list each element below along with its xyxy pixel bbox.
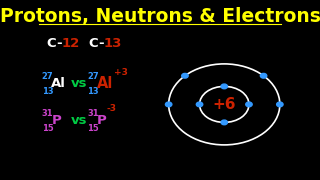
Text: vs: vs (70, 77, 87, 90)
Text: -: - (57, 37, 62, 50)
Text: +6: +6 (212, 97, 236, 112)
Circle shape (165, 102, 172, 107)
Text: C: C (46, 37, 56, 50)
Text: P: P (97, 114, 107, 127)
Text: 13: 13 (87, 87, 99, 96)
Text: 15: 15 (42, 124, 54, 133)
Text: 27: 27 (42, 72, 53, 81)
Text: 15: 15 (87, 124, 99, 133)
Circle shape (196, 102, 203, 107)
Text: 12: 12 (62, 37, 80, 50)
Text: vs: vs (70, 114, 87, 127)
Text: Al: Al (97, 76, 113, 91)
Text: +3: +3 (114, 68, 128, 77)
Circle shape (182, 73, 188, 78)
Circle shape (221, 84, 228, 89)
Text: -3: -3 (107, 104, 117, 113)
Circle shape (246, 102, 252, 107)
Text: 31: 31 (42, 109, 53, 118)
Text: Al: Al (51, 77, 66, 90)
Text: 13: 13 (42, 87, 53, 96)
Circle shape (260, 73, 267, 78)
Text: 27: 27 (87, 72, 99, 81)
Circle shape (221, 120, 228, 125)
Circle shape (277, 102, 283, 107)
Text: P: P (52, 114, 61, 127)
Text: 31: 31 (87, 109, 99, 118)
Text: Protons, Neutrons & Electrons: Protons, Neutrons & Electrons (0, 7, 320, 26)
Text: 13: 13 (104, 37, 122, 50)
Text: -: - (99, 37, 104, 50)
Text: C: C (88, 37, 98, 50)
